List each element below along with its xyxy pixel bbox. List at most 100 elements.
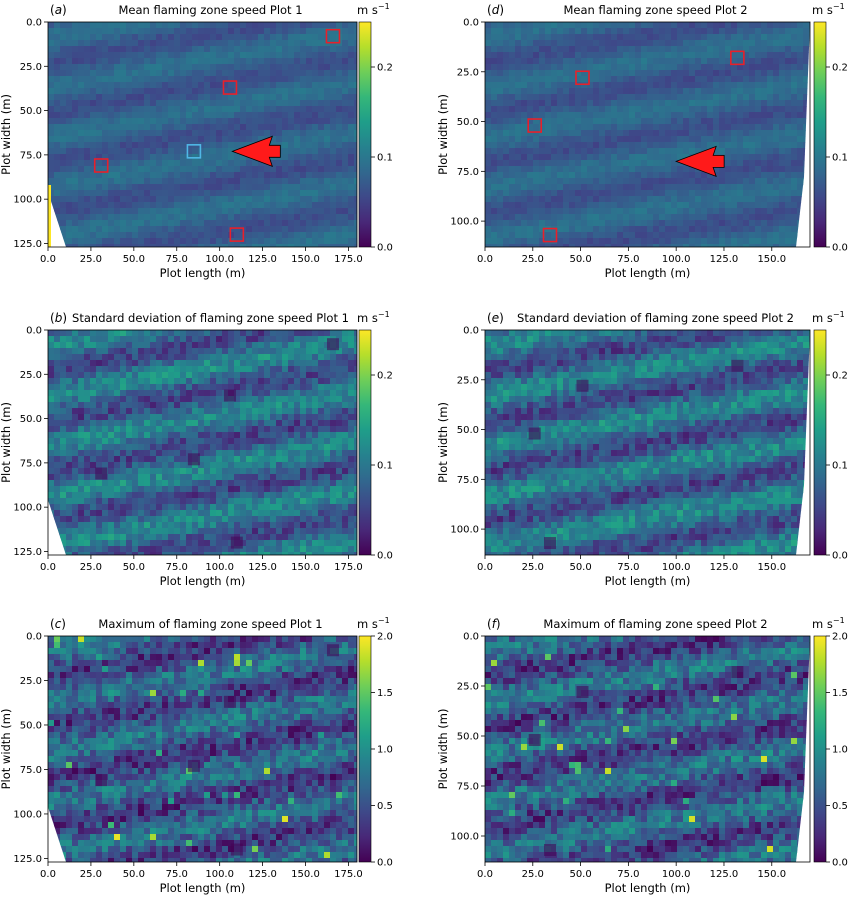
chart-title: Maximum of flaming zone speed Plot 2 — [543, 617, 767, 631]
y-tick-label: 75.0 — [457, 475, 479, 486]
colorbar — [813, 635, 827, 863]
panel-f: 0.0 25.0 50.0 75.0 100.0 125.0 150.0 0.0 25.0 50.… — [436, 616, 848, 895]
y-tick-label: 0.0 — [463, 632, 479, 643]
x-tick-label: 150.0 — [291, 869, 320, 880]
masked-square — [187, 453, 200, 466]
marker-square-red — [229, 227, 245, 242]
marker-square-red — [575, 70, 590, 86]
x-tick-label: 100.0 — [205, 254, 234, 265]
x-axis-label: Plot length (m) — [605, 266, 691, 280]
panel-label: (c) — [50, 617, 66, 631]
y-tick-label: 25.0 — [20, 676, 42, 687]
panel-label: (d) — [487, 3, 504, 17]
colorbar-tick-label: 0.2 — [377, 371, 393, 382]
x-tick-label: 75.0 — [617, 254, 639, 265]
colorbar-tick-label: 0.0 — [832, 858, 848, 869]
x-tick-label: 125.0 — [248, 869, 277, 880]
y-tick-label: 0.0 — [26, 632, 42, 643]
y-tick-label: 100.0 — [13, 809, 42, 820]
x-tick-label: 150.0 — [291, 562, 320, 573]
x-tick-label: 100.0 — [662, 562, 691, 573]
x-tick-label: 0.0 — [40, 562, 56, 573]
y-tick-label: 125.0 — [13, 547, 42, 558]
x-tick-label: 50.0 — [123, 254, 145, 265]
colorbar-unit-label: m s−1 — [812, 616, 845, 631]
colorbar-unit-label: m s−1 — [812, 2, 845, 17]
colorbar-tick-label: 0.5 — [832, 801, 848, 812]
colorbar — [358, 329, 372, 556]
x-tick-label: 175.0 — [334, 869, 363, 880]
x-tick-label: 75.0 — [166, 254, 188, 265]
masked-square — [223, 695, 236, 708]
panel-label: (a) — [50, 3, 67, 17]
masked-square — [544, 537, 556, 550]
masked-square — [576, 379, 589, 392]
masked-square — [731, 666, 744, 678]
colorbar-unit-label: m s−1 — [357, 310, 390, 325]
masked-square — [528, 734, 541, 746]
y-tick-label: 75.0 — [20, 458, 42, 469]
y-tick-label: 50.0 — [457, 117, 479, 128]
heatmap-field — [485, 22, 810, 247]
x-tick-label: 50.0 — [569, 562, 591, 573]
axes-frame — [484, 635, 811, 863]
panel-label: (f) — [487, 617, 501, 631]
x-tick-label: 50.0 — [123, 562, 145, 573]
y-tick-label: 0.0 — [463, 326, 479, 337]
x-tick-label: 25.0 — [80, 254, 102, 265]
panel-c: 0.0 25.0 50.0 75.0 100.0 125.0 150.0 175.0 0.0 25… — [0, 616, 393, 895]
y-tick-label: 50.0 — [457, 732, 479, 743]
panel-b: 0.0 25.0 50.0 75.0 100.0 125.0 150.0 175.0 0.0 25… — [0, 310, 393, 588]
colorbar — [358, 21, 372, 248]
arrow-marker — [231, 135, 281, 167]
x-axis-label: Plot length (m) — [160, 881, 246, 895]
y-tick-label: 75.0 — [457, 782, 479, 793]
y-tick-label: 0.0 — [26, 326, 42, 337]
panel-d: 0.0 25.0 50.0 75.0 100.0 125.0 150.0 0.0 25.0 50.… — [436, 2, 848, 280]
masked-square — [223, 389, 236, 402]
y-tick-label: 0.0 — [463, 18, 479, 29]
colorbar-tick-label: 2.0 — [832, 632, 848, 643]
colorbar-tick-label: 1.0 — [377, 745, 393, 756]
y-axis-label: Plot width (m) — [0, 709, 13, 790]
masked-square — [326, 644, 339, 657]
colorbar-tick-label: 1.0 — [832, 745, 848, 756]
y-tick-label: 75.0 — [20, 765, 42, 776]
colorbar-tick-label: 0.0 — [377, 243, 393, 254]
x-tick-label: 100.0 — [662, 254, 691, 265]
colorbar — [813, 21, 827, 248]
y-axis-label: Plot width (m) — [436, 709, 450, 790]
x-tick-label: 0.0 — [477, 254, 493, 265]
marker-square-red — [542, 227, 558, 243]
colorbar-unit-label: m s−1 — [812, 310, 845, 325]
heatmap-field — [48, 330, 357, 555]
panel-e: 0.0 25.0 50.0 75.0 100.0 125.0 150.0 0.0 25.0 50.… — [436, 310, 848, 588]
x-tick-label: 0.0 — [40, 254, 56, 265]
y-tick-label: 50.0 — [20, 106, 42, 117]
y-tick-label: 125.0 — [13, 239, 42, 250]
x-tick-label: 25.0 — [80, 562, 102, 573]
y-axis-label: Plot width (m) — [436, 94, 450, 175]
chart-title: Standard deviation of flaming zone speed… — [517, 311, 794, 325]
marker-square-red — [222, 80, 238, 95]
colorbar-unit-label: m s−1 — [357, 616, 390, 631]
x-tick-label: 0.0 — [477, 562, 493, 573]
colorbar-tick-label: 0.1 — [832, 153, 848, 164]
y-tick-label: 50.0 — [20, 720, 42, 731]
axes-frame — [47, 329, 358, 556]
colorbar-tick-label: 0.2 — [377, 63, 393, 74]
y-tick-label: 100.0 — [450, 832, 479, 843]
y-tick-label: 25.0 — [457, 682, 479, 693]
colorbar — [358, 635, 372, 863]
colorbar-tick-label: 0.0 — [832, 243, 848, 254]
x-tick-label: 150.0 — [757, 562, 786, 573]
y-tick-label: 50.0 — [20, 414, 42, 425]
colorbar-tick-label: 1.5 — [377, 688, 393, 699]
axes-frame — [484, 21, 811, 248]
marker-square-red — [730, 50, 745, 66]
x-tick-label: 125.0 — [710, 254, 739, 265]
colorbar-tick-label: 0.0 — [377, 858, 393, 869]
x-axis-label: Plot length (m) — [605, 881, 691, 895]
colorbar-tick-label: 0.2 — [832, 63, 848, 74]
